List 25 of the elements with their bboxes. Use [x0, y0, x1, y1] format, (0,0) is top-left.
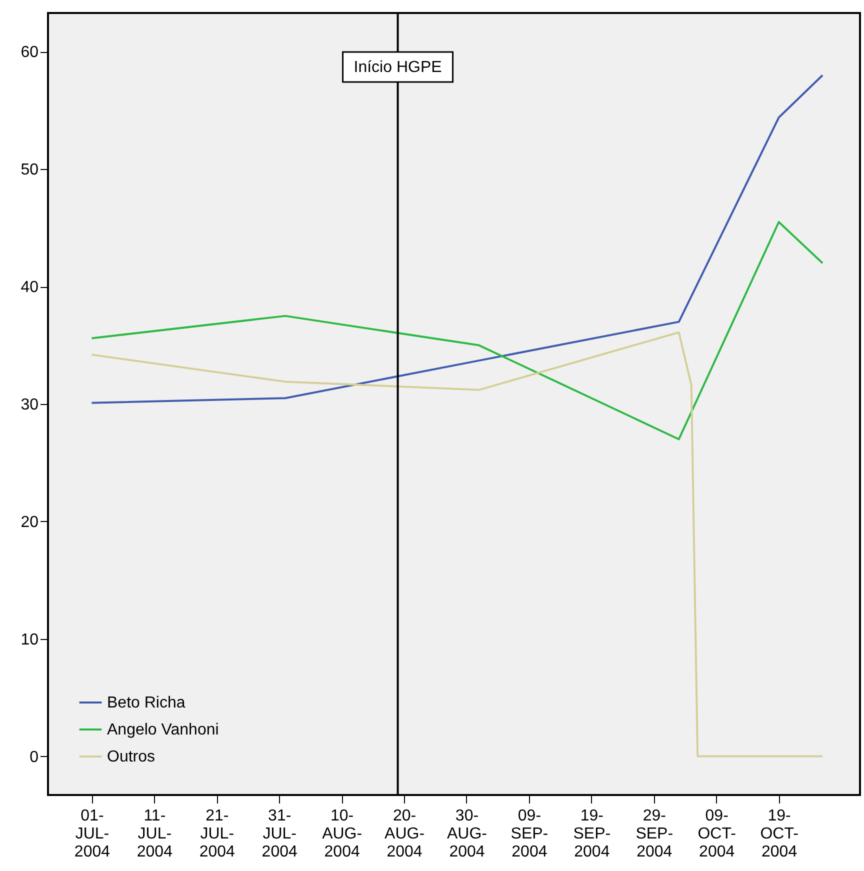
x-tick-label: 19-OCT-2004	[760, 808, 798, 860]
y-tick-label: 30	[20, 396, 39, 414]
line-series	[90, 221, 824, 440]
ref-line-label: Início HGPE	[354, 59, 442, 76]
x-tick-label: 30-AUG-2004	[446, 808, 487, 860]
x-tick-label: 20-AUG-2004	[384, 808, 425, 860]
x-tick-label: 11-JUL-2004	[136, 808, 173, 860]
x-tick-label: 31-JUL-2004	[262, 808, 298, 860]
x-tick-label: 09-OCT-2004	[698, 808, 736, 860]
legend-label: Angelo Vanhoni	[107, 722, 219, 738]
y-tick-label: 60	[20, 44, 39, 62]
legend-label: Beto Richa	[107, 694, 186, 712]
x-tick-label: 21-JUL-2004	[199, 808, 236, 860]
x-tick-label: 29-SEP-2004	[636, 808, 674, 860]
x-tick-label: 10-AUG-2004	[322, 808, 362, 860]
y-tick-label: 20	[20, 514, 39, 531]
y-tick-label: 10	[20, 631, 39, 648]
x-tick-label: 09-SEP-2004	[510, 808, 548, 860]
legend-label: Outros	[107, 748, 156, 766]
y-tick-label: 40	[20, 279, 39, 296]
x-tick-label: 01-JUL-2004	[74, 808, 110, 860]
y-tick-label: 0	[30, 748, 39, 766]
line-series	[90, 74, 824, 404]
y-tick-label: 50	[20, 162, 39, 179]
x-tick-label: 19-SEP-2004	[573, 808, 611, 860]
